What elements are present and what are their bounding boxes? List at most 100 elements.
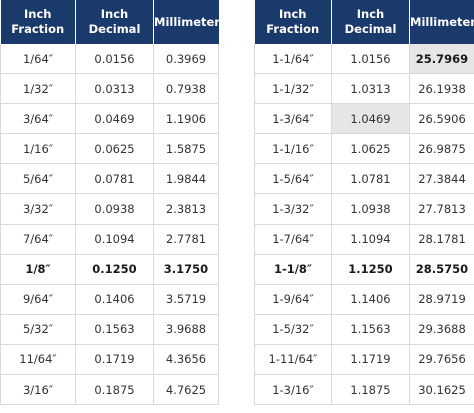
table-row: 1-3/16″ 1.1875 30.1625 <box>254 374 474 406</box>
cell-inch-fraction: 11/64″ <box>0 344 76 376</box>
cell-millimeter: 2.3813 <box>153 193 219 225</box>
cell-inch-fraction: 5/64″ <box>0 163 76 195</box>
cell-inch-decimal: 1.0313 <box>331 73 410 105</box>
cell-inch-fraction: 1-1/32″ <box>254 73 332 105</box>
table-row: 1-11/64″ 1.1719 29.7656 <box>254 344 474 376</box>
cell-inch-decimal: 1.1875 <box>331 374 410 406</box>
cell-millimeter: 4.7625 <box>153 374 219 406</box>
cell-inch-fraction: 1-3/16″ <box>254 374 332 406</box>
table-row: 1-5/32″ 1.1563 29.3688 <box>254 314 474 345</box>
table-row: 1/8″ 0.1250 3.1750 <box>0 254 219 285</box>
table-row: 1-3/32″ 1.0938 27.7813 <box>254 193 474 225</box>
cell-inch-decimal: 1.1094 <box>331 224 410 255</box>
cell-millimeter: 28.9719 <box>409 284 474 315</box>
header-millimeter: Millimeter <box>153 0 220 44</box>
cell-inch-fraction: 1-9/64″ <box>254 284 332 315</box>
table-row: 1/32″ 0.0313 0.7938 <box>0 73 219 105</box>
table-row: 5/64″ 0.0781 1.9844 <box>0 163 219 195</box>
cell-millimeter: 1.5875 <box>153 133 219 165</box>
cell-inch-fraction: 1-5/64″ <box>254 163 332 195</box>
table-row: 3/64″ 0.0469 1.1906 <box>0 103 219 135</box>
table-row: 3/32″ 0.0938 2.3813 <box>0 193 219 225</box>
cell-inch-decimal: 1.1406 <box>331 284 410 315</box>
cell-inch-decimal: 0.0313 <box>75 73 154 105</box>
cell-inch-fraction: 1/8″ <box>0 254 76 285</box>
header-inch-fraction: Inch Fraction <box>0 0 76 44</box>
cell-millimeter: 26.9875 <box>409 133 474 165</box>
conversion-table-right: Inch Fraction Inch Decimal Millimeter 1-… <box>254 0 474 406</box>
cell-inch-decimal: 0.1563 <box>75 314 154 345</box>
table-row: 1-1/64″ 1.0156 25.7969 <box>254 44 474 75</box>
cell-inch-decimal: 1.1563 <box>331 314 410 345</box>
cell-millimeter: 28.5750 <box>409 254 474 285</box>
cell-inch-fraction: 1-7/64″ <box>254 224 332 255</box>
cell-millimeter: 27.3844 <box>409 163 474 195</box>
cell-inch-fraction: 3/16″ <box>0 374 76 406</box>
cell-inch-fraction: 1-11/64″ <box>254 344 332 376</box>
cell-inch-fraction: 1-3/64″ <box>254 103 332 135</box>
table-row: 1-9/64″ 1.1406 28.9719 <box>254 284 474 315</box>
table-row: 1-3/64″ 1.0469 26.5906 <box>254 103 474 135</box>
cell-inch-decimal: 0.1719 <box>75 344 154 376</box>
table-row: 11/64″ 0.1719 4.3656 <box>0 344 219 376</box>
cell-inch-decimal: 1.1250 <box>331 254 410 285</box>
cell-millimeter: 0.3969 <box>153 44 219 75</box>
cell-inch-decimal: 1.0938 <box>331 193 410 225</box>
cell-inch-decimal: 1.1719 <box>331 344 410 376</box>
table-row: 1-1/32″ 1.0313 26.1938 <box>254 73 474 105</box>
header-row: Inch Fraction Inch Decimal Millimeter <box>0 0 220 44</box>
cell-inch-fraction: 7/64″ <box>0 224 76 255</box>
cell-millimeter: 1.9844 <box>153 163 219 195</box>
cell-millimeter: 26.1938 <box>409 73 474 105</box>
table-row: 3/16″ 0.1875 4.7625 <box>0 374 219 406</box>
cell-millimeter: 0.7938 <box>153 73 219 105</box>
cell-inch-fraction: 5/32″ <box>0 314 76 345</box>
cell-inch-fraction: 3/32″ <box>0 193 76 225</box>
table-row: 1-1/16″ 1.0625 26.9875 <box>254 133 474 165</box>
header-inch-decimal: Inch Decimal <box>331 0 410 44</box>
cell-inch-fraction: 1-1/8″ <box>254 254 332 285</box>
table-row: 1-7/64″ 1.1094 28.1781 <box>254 224 474 255</box>
cell-inch-fraction: 1/16″ <box>0 133 76 165</box>
cell-millimeter: 3.1750 <box>153 254 219 285</box>
cell-inch-fraction: 1-3/32″ <box>254 193 332 225</box>
cell-millimeter: 28.1781 <box>409 224 474 255</box>
cell-millimeter: 1.1906 <box>153 103 219 135</box>
table-row: 5/32″ 0.1563 3.9688 <box>0 314 219 345</box>
cell-inch-decimal: 0.0938 <box>75 193 154 225</box>
table-row: 7/64″ 0.1094 2.7781 <box>0 224 219 255</box>
cell-inch-fraction: 9/64″ <box>0 284 76 315</box>
table-row: 1/64″ 0.0156 0.3969 <box>0 44 219 75</box>
cell-millimeter: 25.7969 <box>409 44 474 75</box>
cell-millimeter: 30.1625 <box>409 374 474 406</box>
cell-inch-decimal: 0.1250 <box>75 254 154 285</box>
cell-inch-fraction: 1/32″ <box>0 73 76 105</box>
cell-millimeter: 4.3656 <box>153 344 219 376</box>
cell-inch-decimal: 0.0781 <box>75 163 154 195</box>
header-inch-decimal: Inch Decimal <box>75 0 154 44</box>
cell-millimeter: 29.3688 <box>409 314 474 345</box>
cell-millimeter: 26.5906 <box>409 103 474 135</box>
table-row: 1-1/8″ 1.1250 28.5750 <box>254 254 474 285</box>
cell-millimeter: 3.5719 <box>153 284 219 315</box>
header-inch-fraction: Inch Fraction <box>254 0 332 44</box>
cell-inch-decimal: 0.1406 <box>75 284 154 315</box>
conversion-table-left: Inch Fraction Inch Decimal Millimeter 1/… <box>0 0 220 406</box>
cell-millimeter: 3.9688 <box>153 314 219 345</box>
cell-inch-decimal: 0.0156 <box>75 44 154 75</box>
header-row: Inch Fraction Inch Decimal Millimeter <box>254 0 474 44</box>
cell-millimeter: 2.7781 <box>153 224 219 255</box>
table-row: 1-5/64″ 1.0781 27.3844 <box>254 163 474 195</box>
cell-inch-decimal: 1.0781 <box>331 163 410 195</box>
cell-inch-fraction: 1-1/64″ <box>254 44 332 75</box>
cell-inch-decimal: 1.0625 <box>331 133 410 165</box>
cell-inch-decimal: 0.1094 <box>75 224 154 255</box>
cell-inch-fraction: 1-5/32″ <box>254 314 332 345</box>
cell-inch-decimal: 0.1875 <box>75 374 154 406</box>
cell-inch-decimal: 0.0625 <box>75 133 154 165</box>
cell-millimeter: 27.7813 <box>409 193 474 225</box>
cell-inch-decimal: 0.0469 <box>75 103 154 135</box>
cell-inch-fraction: 1-1/16″ <box>254 133 332 165</box>
table-row: 1/16″ 0.0625 1.5875 <box>0 133 219 165</box>
cell-inch-fraction: 3/64″ <box>0 103 76 135</box>
